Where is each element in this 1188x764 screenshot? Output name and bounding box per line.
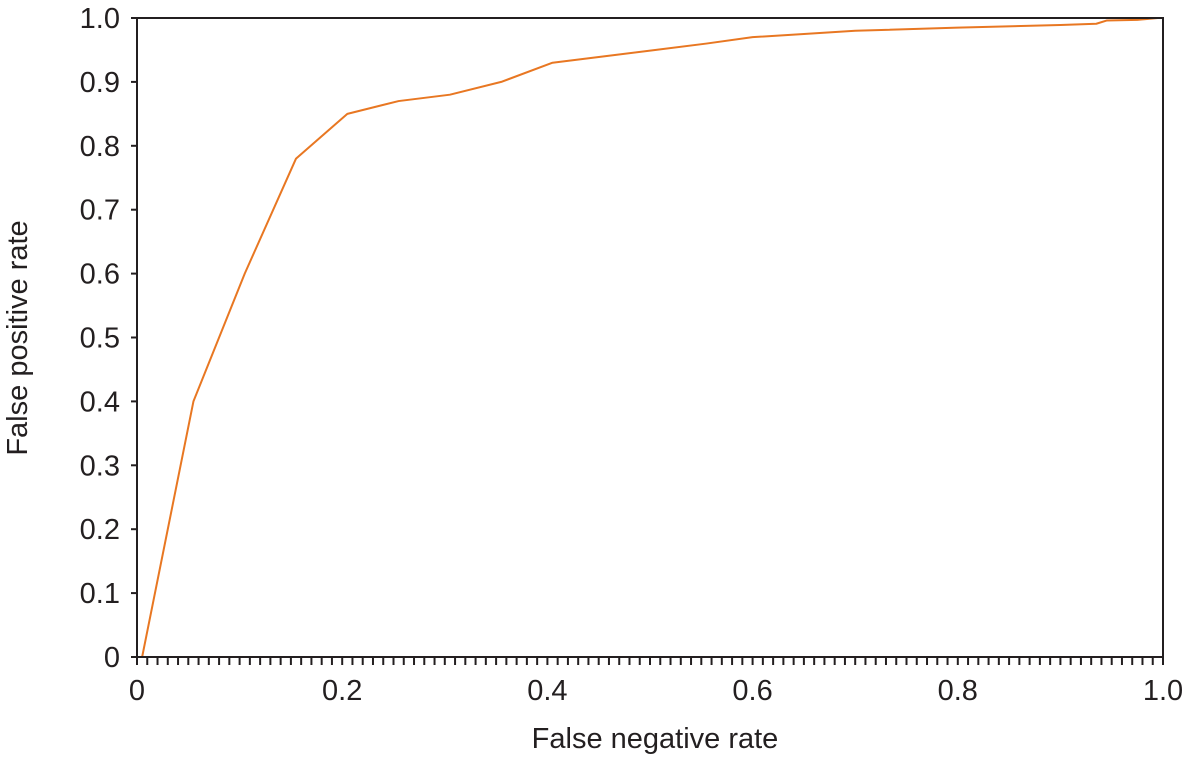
x-tick-label: 0 — [129, 675, 145, 707]
y-tick-label: 0.9 — [80, 67, 120, 99]
y-tick-label: 0.6 — [80, 259, 120, 291]
x-tick-label: 0.6 — [732, 675, 772, 707]
y-tick-label: 0 — [104, 642, 120, 674]
axis-ticks — [131, 17, 1164, 665]
x-axis-label: False negative rate — [532, 723, 779, 755]
tick-labels: 0 0.2 0.4 0.6 0.8 1.0 0 0.1 0.2 0.3 0.4 0.5 0.6 0.7 0.… — [80, 3, 1183, 707]
x-tick-label: 1.0 — [1143, 675, 1183, 707]
plot-frame — [136, 17, 1164, 658]
roc-curve-line — [141, 17, 1158, 658]
y-axis-label: False positive rate — [2, 220, 34, 455]
x-tick-label: 0.8 — [938, 675, 978, 707]
y-tick-label: 0.8 — [80, 131, 120, 163]
y-tick-label: 0.5 — [80, 323, 120, 355]
y-tick-label: 0.2 — [80, 514, 120, 546]
series-layer — [141, 17, 1158, 658]
x-tick-label: 0.4 — [527, 675, 567, 707]
y-tick-label: 0.4 — [80, 386, 120, 418]
x-tick-label: 0.2 — [322, 675, 362, 707]
y-tick-label: 0.3 — [80, 450, 120, 482]
y-tick-label: 1.0 — [80, 3, 120, 35]
y-tick-label: 0.7 — [80, 195, 120, 227]
y-tick-label: 0.1 — [80, 578, 120, 610]
